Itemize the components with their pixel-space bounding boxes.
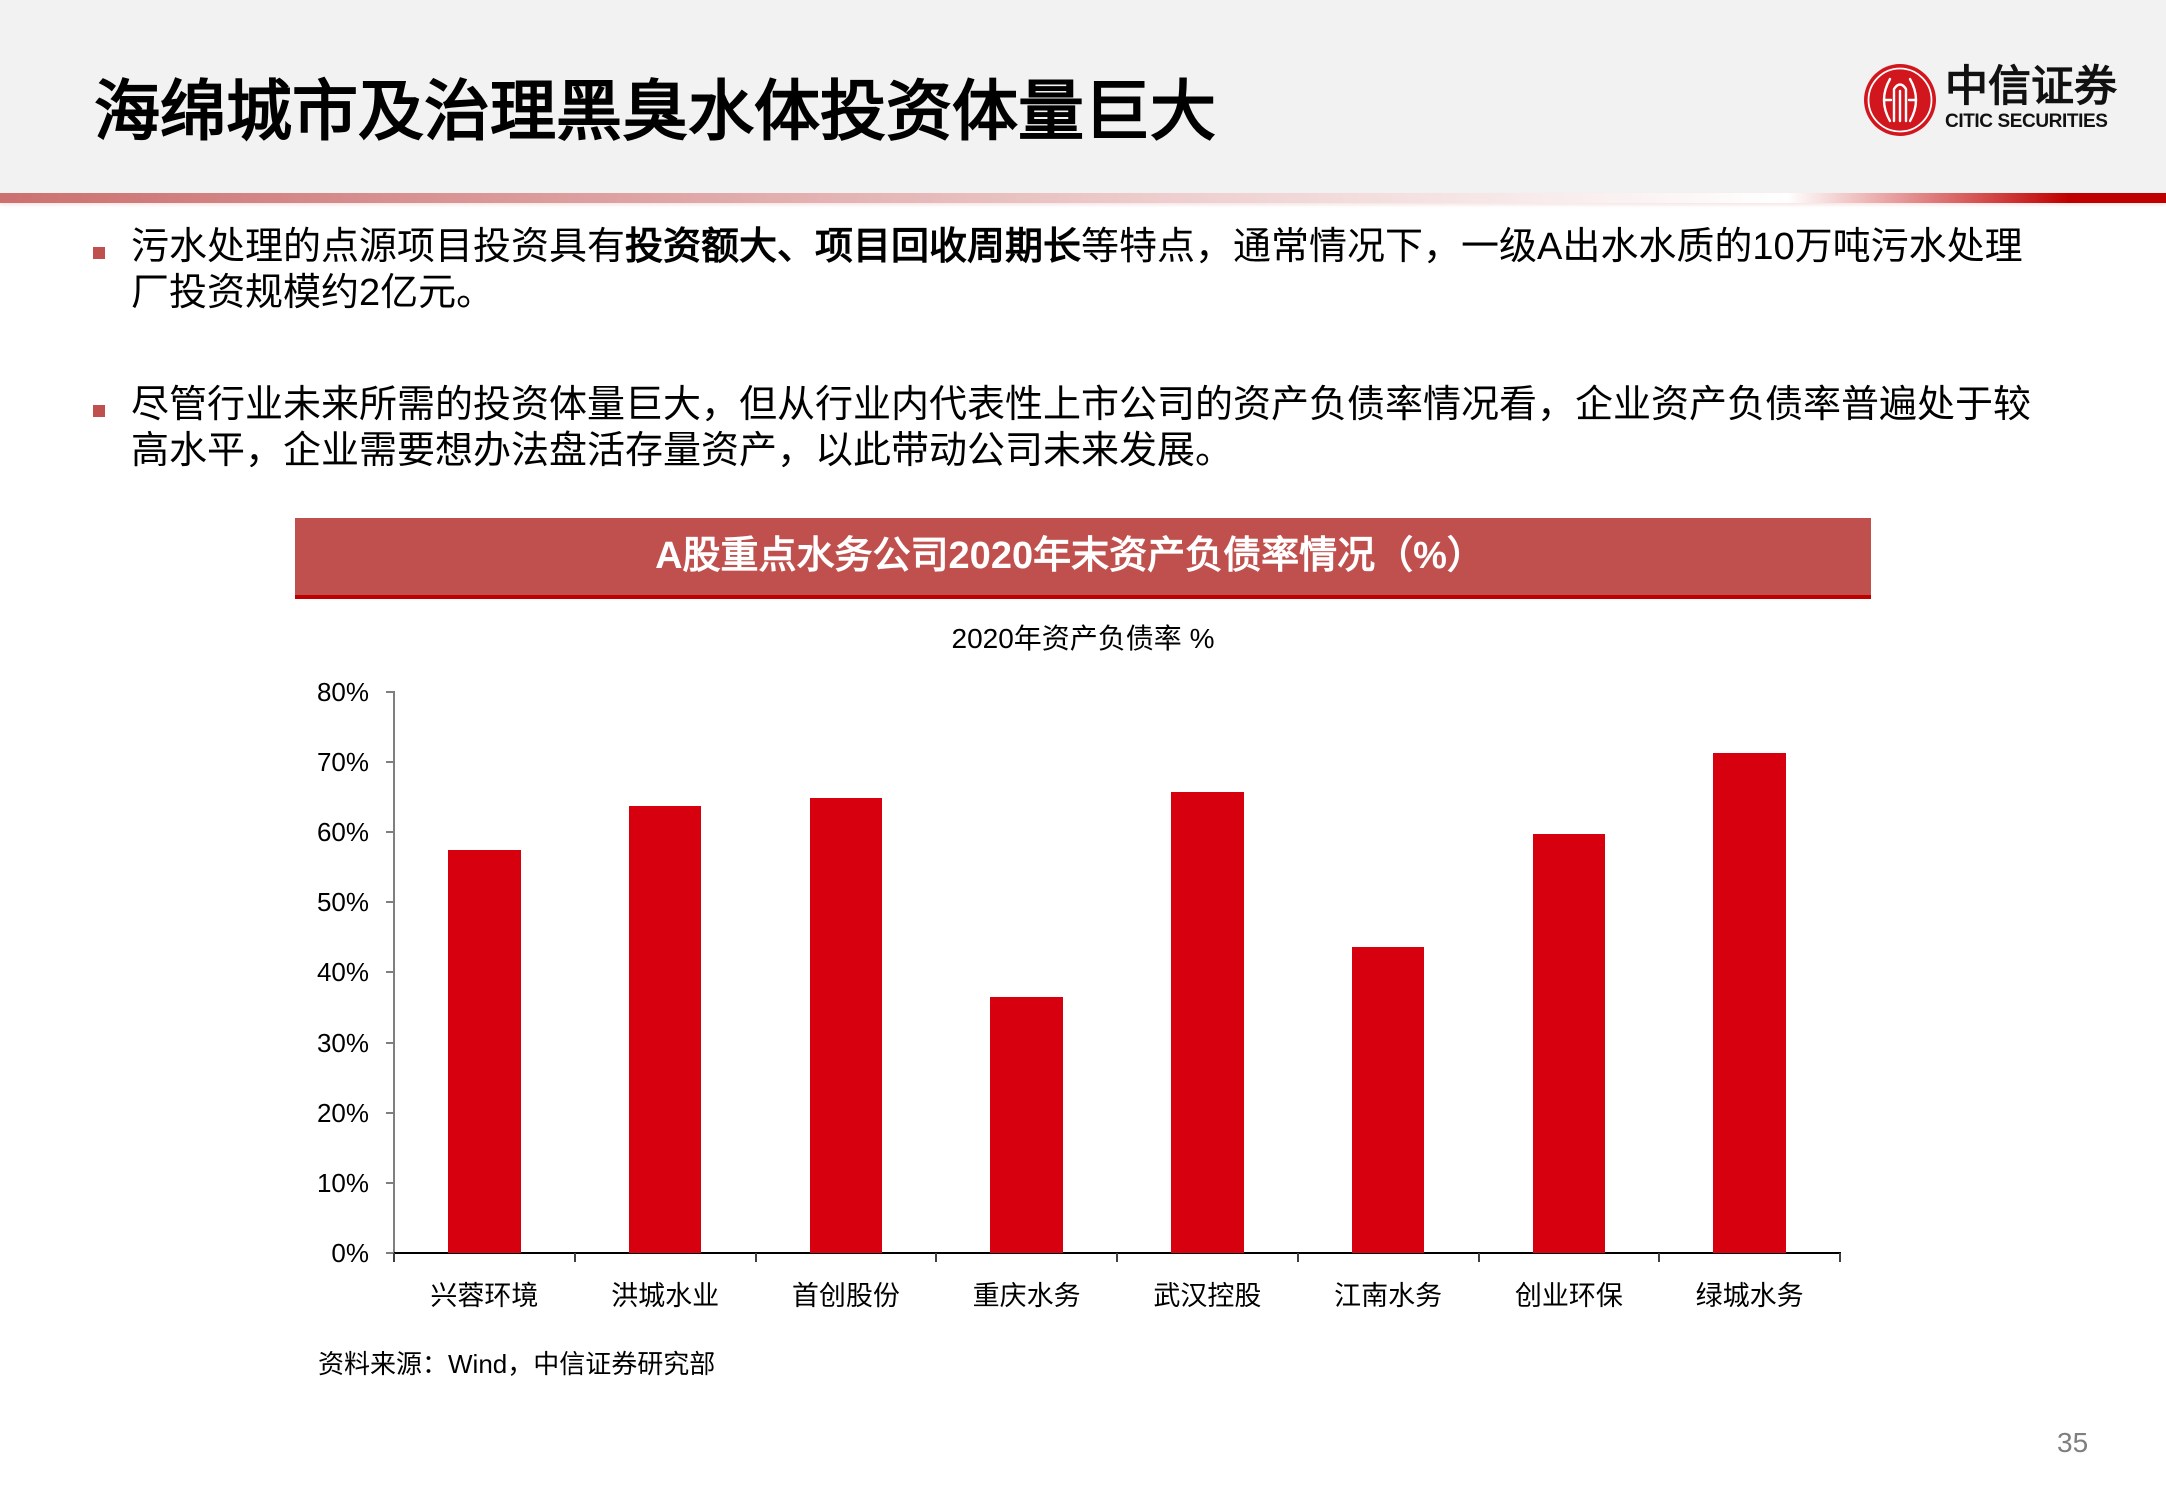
- chart-bar: [448, 850, 521, 1253]
- chart-bar: [990, 996, 1063, 1253]
- x-axis-tick: [573, 1253, 576, 1262]
- logo-text-english: CITIC SECURITIES: [1945, 111, 2108, 132]
- chart-bar: [1171, 792, 1244, 1253]
- citic-logo-icon: [1864, 64, 1936, 136]
- bullet-2-line-1: 尽管行业未来所需的投资体量巨大，但从行业内代表性上市公司的资产负债率情况看，企业…: [131, 384, 2032, 426]
- x-axis-tick: [393, 1253, 395, 1262]
- y-axis-label: 30%: [316, 1027, 369, 1058]
- y-axis-tick: [386, 1252, 394, 1254]
- y-axis-tick: [386, 690, 394, 693]
- y-axis-label: 0%: [331, 1238, 369, 1268]
- x-axis-label: 创业环保: [1514, 1281, 1623, 1311]
- y-axis-label: 40%: [316, 957, 369, 988]
- x-axis-label: 首创股份: [791, 1281, 900, 1311]
- bullet-1-bold-text: 投资额大、项目回收周期长: [625, 226, 1082, 268]
- bullet-paragraph-1: 污水处理的点源项目投资具有投资额大、项目回收周期长等特点，通常情况下，一级A出水…: [131, 224, 2023, 316]
- chart-bar: [628, 806, 702, 1253]
- y-axis-line: [393, 691, 395, 1254]
- chart-title: A股重点水务公司2020年末资产负债率情况（%）: [655, 535, 1485, 577]
- y-axis-tick: [386, 1041, 394, 1044]
- y-axis-tick: [386, 901, 394, 904]
- x-axis-label: 江南水务: [1334, 1281, 1443, 1311]
- bullet-paragraph-2: 尽管行业未来所需的投资体量巨大，但从行业内代表性上市公司的资产负债率情况看，企业…: [131, 382, 2031, 474]
- y-axis-label: 50%: [316, 887, 369, 918]
- bullet-square-icon: [93, 405, 105, 417]
- x-axis-label: 绿城水务: [1695, 1281, 1804, 1311]
- y-axis-tick: [386, 1181, 394, 1184]
- y-axis-tick: [386, 760, 394, 763]
- x-axis-tick: [1296, 1253, 1299, 1262]
- header-background: [0, 0, 2166, 193]
- page-title: 海绵城市及治理黑臭水体投资体量巨大: [94, 74, 1216, 148]
- chart-subtitle: 2020年资产负债率 %: [951, 623, 1215, 654]
- chart-bar: [1713, 752, 1786, 1253]
- x-axis-tick: [1658, 1253, 1661, 1262]
- y-axis-label: 60%: [316, 817, 369, 848]
- y-axis-tick: [386, 1111, 394, 1114]
- x-axis-tick: [1839, 1253, 1841, 1262]
- y-axis-label: 70%: [316, 746, 369, 777]
- bullet-1-text: 污水处理的点源项目投资具有: [131, 226, 626, 268]
- chart-bar: [1351, 947, 1425, 1253]
- x-axis-label: 洪城水业: [611, 1281, 720, 1311]
- x-axis-tick: [754, 1253, 757, 1262]
- bullet-1-line-1: 污水处理的点源项目投资具有投资额大、项目回收周期长等特点，通常情况下，一级A出水…: [131, 224, 2023, 270]
- x-axis-tick: [935, 1253, 938, 1262]
- x-axis-tick: [1116, 1253, 1118, 1262]
- x-axis-label: 武汉控股: [1153, 1281, 1262, 1311]
- chart-bar: [1532, 834, 1606, 1253]
- x-axis-label: 兴蓉环境: [430, 1281, 539, 1311]
- x-axis-label: 重庆水务: [972, 1281, 1081, 1311]
- bullet-1-line-2: 厂投资规模约2亿元。: [131, 272, 495, 314]
- page-number: 35: [2057, 1427, 2089, 1458]
- source-note: 资料来源：Wind，中信证券研究部: [318, 1349, 716, 1379]
- header-gradient-divider: [0, 193, 2166, 203]
- bullet-1-text-after: 等特点，通常情况下，一级A出水水质的10万吨污水处理: [1081, 226, 2023, 268]
- bullet-2-line-2: 高水平，企业需要想办法盘活存量资产，以此带动公司未来发展。: [131, 430, 1234, 472]
- chart-title-band: A股重点水务公司2020年末资产负债率情况（%）: [295, 518, 1871, 599]
- chart-bar: [809, 798, 883, 1253]
- y-axis-tick: [386, 831, 394, 834]
- x-axis-line: [386, 1252, 1841, 1254]
- y-axis-tick: [386, 971, 394, 974]
- bullet-square-icon: [93, 247, 105, 259]
- logo-text-chinese: 中信证券: [1945, 62, 2117, 112]
- x-axis-tick: [1477, 1253, 1480, 1262]
- y-axis-label: 80%: [316, 676, 369, 707]
- y-axis-label: 10%: [316, 1167, 369, 1198]
- y-axis-label: 20%: [316, 1097, 369, 1128]
